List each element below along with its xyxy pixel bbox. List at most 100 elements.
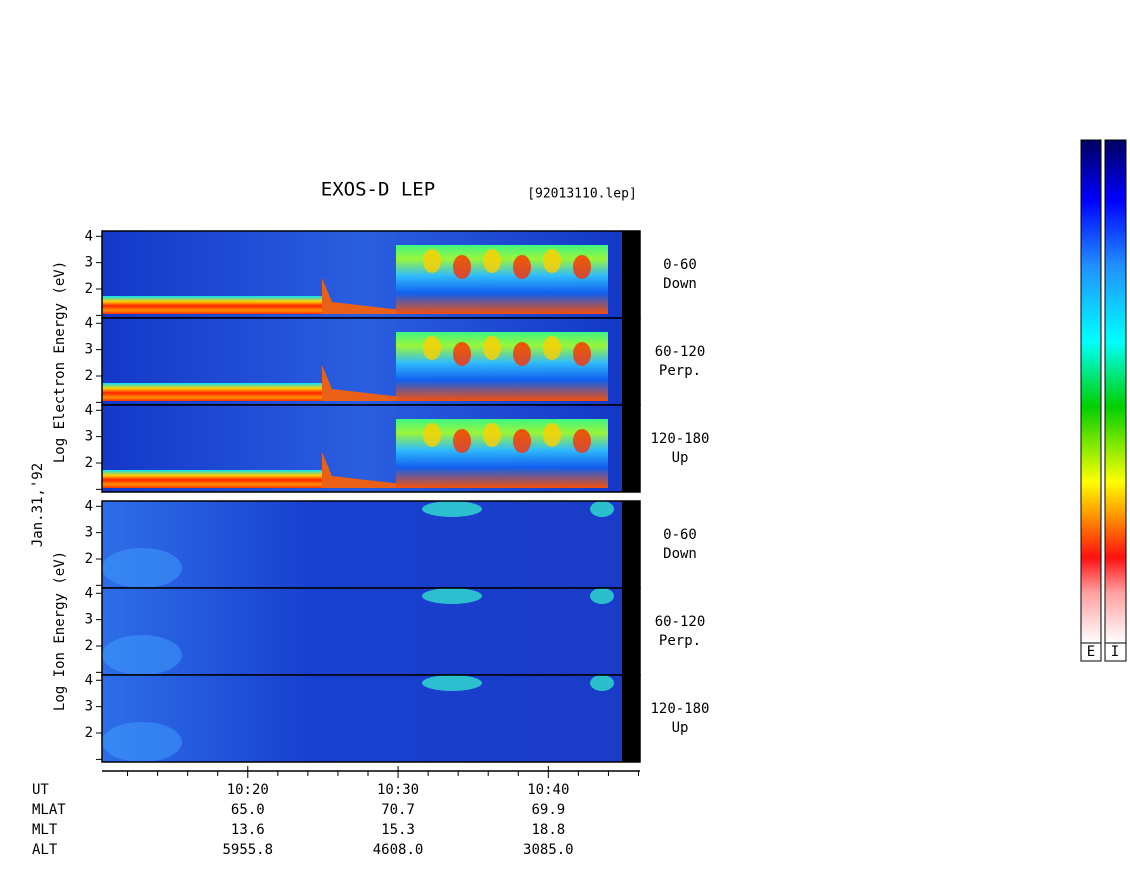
direction-label: Perp. xyxy=(659,633,701,649)
spectrogram-feature xyxy=(590,588,614,604)
spectrogram-background xyxy=(102,501,622,588)
ephemeris-value: 18.8 xyxy=(531,822,565,838)
ephemeris-value: 5955.8 xyxy=(222,842,273,858)
spectrogram-feature xyxy=(453,342,471,366)
y-axis-label: Log Ion Energy (eV) xyxy=(52,551,68,711)
spectrogram-feature xyxy=(513,342,531,366)
y-tick-label: 3 xyxy=(85,525,93,541)
spectrogram-feature xyxy=(573,429,591,453)
panel-frame xyxy=(101,404,641,493)
colorbar-label: I xyxy=(1111,644,1119,660)
x-tick-label: 10:40 xyxy=(527,782,569,798)
spectrogram-feature xyxy=(102,722,182,762)
spectrogram-feature xyxy=(453,255,471,279)
spectrogram-feature xyxy=(590,501,614,517)
spectrogram-feature xyxy=(453,429,471,453)
spectrogram-feature xyxy=(483,336,501,360)
ephemeris-value: 70.7 xyxy=(381,802,415,818)
pitch-angle-label: 60-120 xyxy=(655,614,706,630)
spectrogram-feature xyxy=(423,249,441,273)
y-axis-label: Log Electron Energy (eV) xyxy=(52,261,68,463)
direction-label: Up xyxy=(672,720,689,736)
y-tick-label: 2 xyxy=(85,725,93,741)
spectrogram-background xyxy=(102,675,622,762)
y-tick-label: 4 xyxy=(85,315,93,331)
ephemeris-value: 3085.0 xyxy=(523,842,574,858)
data-gap xyxy=(622,231,640,318)
data-gap xyxy=(622,405,640,492)
spectrogram-feature xyxy=(102,548,182,588)
y-tick-label: 2 xyxy=(85,455,93,471)
colorbar xyxy=(1080,139,1102,644)
spectrogram-feature xyxy=(483,423,501,447)
colorbar-label: E xyxy=(1087,644,1095,660)
title: EXOS-D LEP xyxy=(321,179,435,201)
spectrogram-feature xyxy=(590,675,614,691)
y-tick-label: 4 xyxy=(85,672,93,688)
colorbar-label-box xyxy=(1080,642,1102,662)
x-tick-label: 10:20 xyxy=(227,782,269,798)
y-tick-label: 2 xyxy=(85,281,93,297)
y-tick-label: 4 xyxy=(85,402,93,418)
data-gap xyxy=(622,318,640,405)
colorbar xyxy=(1104,139,1127,644)
pitch-angle-label: 120-180 xyxy=(650,431,709,447)
pitch-angle-label: 0-60 xyxy=(663,257,697,273)
spectrogram-band xyxy=(102,470,322,488)
y-tick-label: 4 xyxy=(85,498,93,514)
spectrogram-feature xyxy=(483,249,501,273)
spectrogram-feature xyxy=(543,336,561,360)
y-tick-label: 3 xyxy=(85,255,93,271)
y-tick-label: 4 xyxy=(85,585,93,601)
y-tick-label: 3 xyxy=(85,699,93,715)
spectrogram-feature xyxy=(543,249,561,273)
spectrogram-feature xyxy=(422,675,482,691)
data-gap xyxy=(622,675,640,762)
spectrogram-feature xyxy=(423,336,441,360)
ephemeris-value: 4608.0 xyxy=(373,842,424,858)
spectrogram-feature xyxy=(322,452,402,488)
y-tick-label: 2 xyxy=(85,551,93,567)
y-tick-label: 2 xyxy=(85,638,93,654)
direction-label: Down xyxy=(663,546,697,562)
spectrogram-feature xyxy=(543,423,561,447)
ephemeris-label: ALT xyxy=(32,842,58,858)
spectrogram-feature xyxy=(573,255,591,279)
pitch-angle-label: 120-180 xyxy=(650,701,709,717)
spectrogram-feature xyxy=(322,278,402,314)
ephemeris-value: 65.0 xyxy=(231,802,265,818)
y-tick-label: 3 xyxy=(85,342,93,358)
y-tick-label: 4 xyxy=(85,228,93,244)
ephemeris-value: 13.6 xyxy=(231,822,265,838)
ephemeris-value: 15.3 xyxy=(381,822,415,838)
spectrogram-band xyxy=(102,383,322,401)
ephemeris-value: 69.9 xyxy=(531,802,565,818)
y-tick-label: 2 xyxy=(85,368,93,384)
data-gap xyxy=(622,588,640,675)
file-label: [92013110.lep] xyxy=(527,187,637,202)
date-label: Jan.31,'92 xyxy=(30,463,46,547)
y-tick-label: 3 xyxy=(85,429,93,445)
spectrogram-feature xyxy=(102,635,182,675)
spectrogram-feature xyxy=(423,423,441,447)
pitch-angle-label: 0-60 xyxy=(663,527,697,543)
spectrogram-feature xyxy=(322,365,402,401)
spectrogram-feature xyxy=(513,429,531,453)
ephemeris-label: UT xyxy=(32,782,49,798)
direction-label: Down xyxy=(663,276,697,292)
spectrogram-feature xyxy=(513,255,531,279)
spectrogram-band xyxy=(102,296,322,314)
pitch-angle-label: 60-120 xyxy=(655,344,706,360)
ephemeris-label: MLT xyxy=(32,822,58,838)
spectrogram-feature xyxy=(573,342,591,366)
direction-label: Perp. xyxy=(659,363,701,379)
panel-frame xyxy=(101,674,641,763)
spectrogram-background xyxy=(102,588,622,675)
colorbar-label-box xyxy=(1104,642,1127,662)
x-tick-label: 10:30 xyxy=(377,782,419,798)
spectrogram-feature xyxy=(422,588,482,604)
spectrogram-feature xyxy=(422,501,482,517)
y-tick-label: 3 xyxy=(85,612,93,628)
